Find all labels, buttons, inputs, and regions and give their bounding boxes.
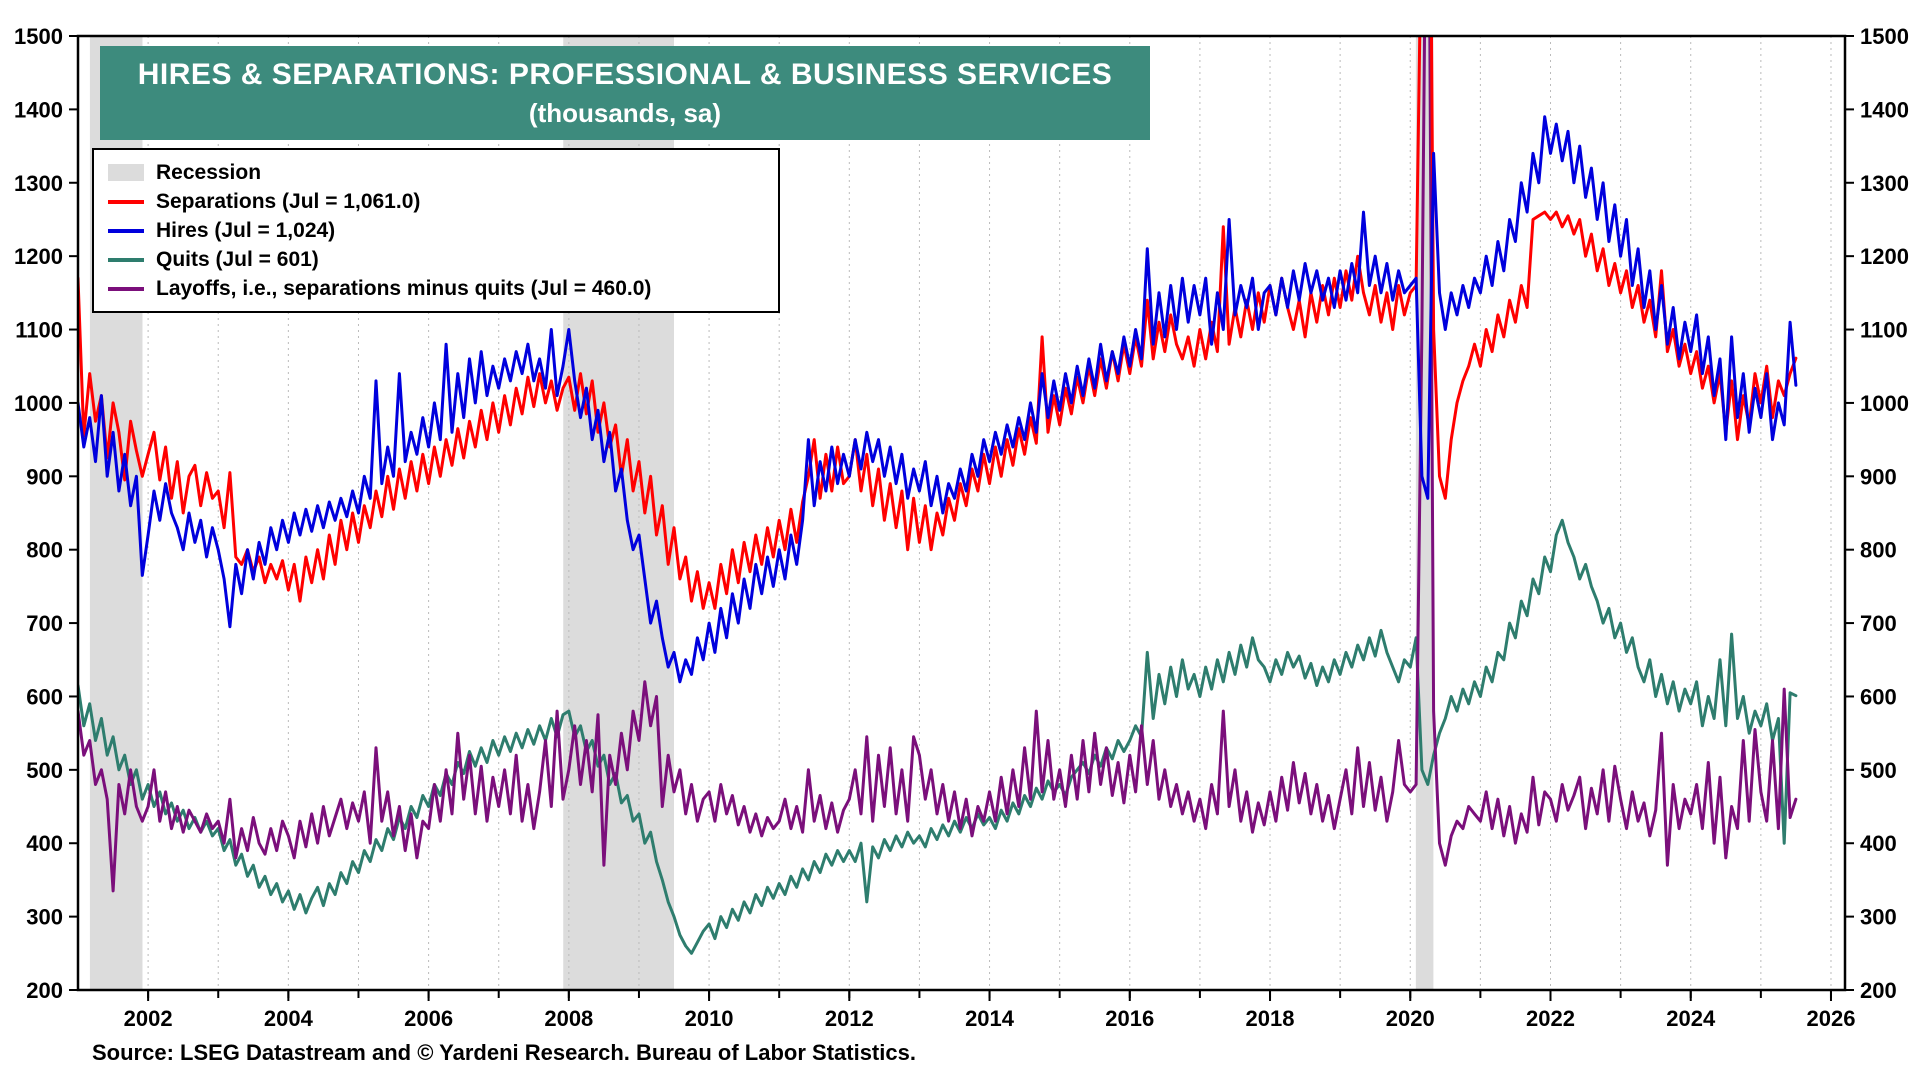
svg-text:800: 800 [1860, 538, 1897, 563]
svg-text:300: 300 [26, 905, 63, 930]
svg-text:1500: 1500 [1860, 24, 1909, 49]
chart-legend: Recession Separations (Jul = 1,061.0) Hi… [92, 148, 780, 313]
quits-swatch [108, 257, 144, 262]
svg-text:400: 400 [26, 831, 63, 856]
chart-title-line1: HIRES & SEPARATIONS: PROFESSIONAL & BUSI… [137, 57, 1113, 91]
legend-item-layoffs: Layoffs, i.e., separations minus quits (… [108, 274, 764, 303]
svg-text:2024: 2024 [1666, 1006, 1716, 1031]
svg-text:1000: 1000 [14, 391, 63, 416]
legend-item-quits: Quits (Jul = 601) [108, 245, 764, 274]
legend-item-hires: Hires (Jul = 1,024) [108, 216, 764, 245]
legend-item-separations: Separations (Jul = 1,061.0) [108, 187, 764, 216]
svg-text:2020: 2020 [1386, 1006, 1435, 1031]
chart-title: HIRES & SEPARATIONS: PROFESSIONAL & BUSI… [100, 46, 1150, 140]
svg-text:400: 400 [1860, 831, 1897, 856]
svg-text:500: 500 [1860, 758, 1897, 783]
svg-text:1300: 1300 [1860, 171, 1909, 196]
svg-text:1400: 1400 [14, 97, 63, 122]
svg-text:1200: 1200 [1860, 244, 1909, 269]
svg-text:1300: 1300 [14, 171, 63, 196]
legend-label: Hires (Jul = 1,024) [156, 218, 336, 242]
legend-label: Separations (Jul = 1,061.0) [156, 189, 421, 213]
legend-item-recession: Recession [108, 158, 764, 187]
svg-text:200: 200 [26, 978, 63, 1003]
svg-text:2008: 2008 [544, 1006, 593, 1031]
layoffs-swatch [108, 286, 144, 291]
svg-text:600: 600 [1860, 684, 1897, 709]
svg-text:1500: 1500 [14, 24, 63, 49]
svg-text:600: 600 [26, 684, 63, 709]
hires-swatch [108, 228, 144, 233]
svg-text:2016: 2016 [1105, 1006, 1154, 1031]
svg-text:2006: 2006 [404, 1006, 453, 1031]
legend-label: Layoffs, i.e., separations minus quits (… [156, 276, 652, 300]
svg-text:300: 300 [1860, 905, 1897, 930]
svg-text:2012: 2012 [825, 1006, 874, 1031]
svg-text:500: 500 [26, 758, 63, 783]
svg-text:2026: 2026 [1806, 1006, 1855, 1031]
svg-text:2022: 2022 [1526, 1006, 1575, 1031]
svg-text:1100: 1100 [15, 318, 63, 343]
svg-text:2004: 2004 [264, 1006, 314, 1031]
svg-text:1200: 1200 [14, 244, 63, 269]
svg-text:700: 700 [26, 611, 63, 636]
svg-text:1100: 1100 [1860, 318, 1908, 343]
svg-text:900: 900 [1860, 464, 1897, 489]
svg-text:1400: 1400 [1860, 97, 1909, 122]
recession-swatch [108, 164, 144, 181]
source-attribution: Source: LSEG Datastream and © Yardeni Re… [92, 1040, 916, 1065]
svg-text:2018: 2018 [1246, 1006, 1295, 1031]
svg-text:2002: 2002 [124, 1006, 173, 1031]
svg-text:1000: 1000 [1860, 391, 1909, 416]
svg-text:2010: 2010 [685, 1006, 734, 1031]
svg-text:900: 900 [26, 464, 63, 489]
svg-text:700: 700 [1860, 611, 1897, 636]
legend-label: Quits (Jul = 601) [156, 247, 319, 271]
separations-swatch [108, 199, 144, 204]
legend-label: Recession [156, 160, 262, 184]
chart-title-line2: (thousands, sa) [528, 97, 722, 128]
svg-text:800: 800 [26, 538, 63, 563]
svg-text:2014: 2014 [965, 1006, 1015, 1031]
svg-text:200: 200 [1860, 978, 1897, 1003]
